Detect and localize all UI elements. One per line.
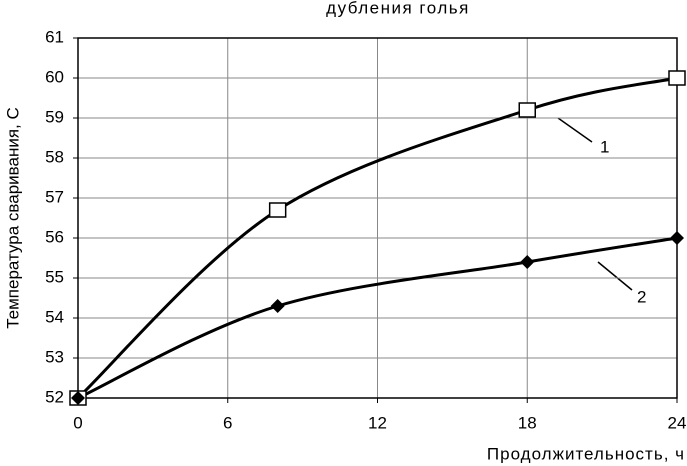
plot-frame [77,37,678,399]
marker [670,231,684,245]
leader-line [557,117,593,143]
series-line [77,236,678,400]
x-axis-label: Продолжительность, ч [487,444,685,463]
y-tick-label: 56 [45,227,64,246]
y-tick-label: 58 [45,147,64,166]
series-label: 1 [600,137,609,156]
marker [270,299,285,313]
marker [268,202,287,218]
y-tick-label: 57 [45,187,64,206]
x-tick-label: 12 [368,413,387,432]
y-tick-label: 54 [45,307,64,326]
marker [520,255,535,269]
x-tick-label: 18 [518,413,537,432]
x-tick-label: 24 [668,413,687,432]
x-tick-label: 0 [73,413,82,432]
chart-title: дубления голья [326,0,470,17]
x-tick-label: 6 [223,413,232,432]
y-tick-label: 55 [45,267,64,286]
series-line [76,76,678,400]
leader-line [597,261,633,291]
y-axis-label: Температура сваривания, С [3,107,22,329]
marker [518,102,536,118]
series-label: 2 [637,287,646,306]
marker [668,70,686,86]
y-tick-label: 60 [45,67,64,86]
marker [71,391,85,405]
y-tick-label: 53 [45,347,64,366]
y-tick-label: 52 [45,387,64,406]
y-tick-label: 59 [45,107,64,126]
y-tick-label: 61 [45,27,64,46]
